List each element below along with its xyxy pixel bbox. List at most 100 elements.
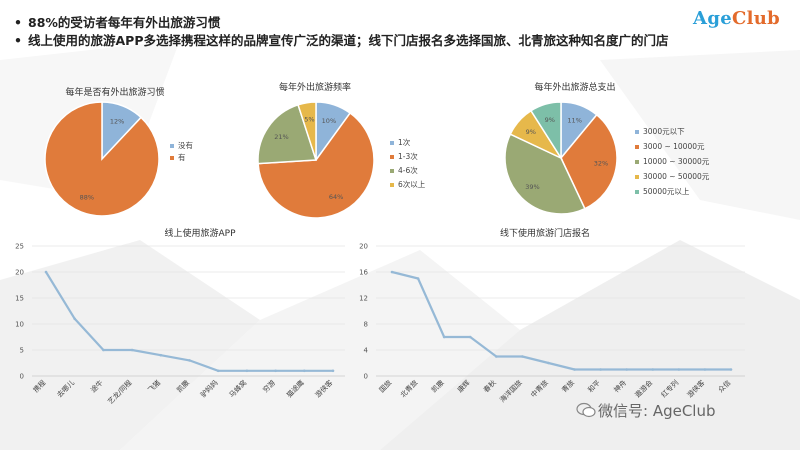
line1-point-2 xyxy=(73,317,76,321)
pie2-legend-label-2: 1-3次 xyxy=(398,151,418,161)
line2-ytick-2: 4 xyxy=(364,347,369,355)
line2-ytick-6: 20 xyxy=(359,243,368,251)
pie2-legend-label-4: 6次以上 xyxy=(398,179,426,189)
bullet-dot: • xyxy=(14,33,22,48)
line1-ytick-4: 15 xyxy=(15,295,24,303)
pie3-data-label-1: 11% xyxy=(567,117,581,125)
line1-point-4 xyxy=(130,348,134,352)
pie1-slice-2 xyxy=(44,101,160,217)
line2-ytick-5: 16 xyxy=(359,269,368,277)
pie3-slice-2 xyxy=(560,113,618,210)
line2-xtick-11: 遨游会 xyxy=(633,378,654,399)
line2-series xyxy=(390,270,733,371)
pie2-data-label-2: 64% xyxy=(329,193,343,201)
logo-part-club: Club xyxy=(731,8,780,29)
pie1-legend-swatch-2 xyxy=(170,156,174,160)
wechat-icon xyxy=(576,402,596,418)
ageclub-logo: AgeClub xyxy=(693,8,780,29)
line2-point-6 xyxy=(521,355,524,358)
line2-ytick-3: 8 xyxy=(364,321,368,329)
pie3-data-label-2: 32% xyxy=(594,160,608,168)
pie3-title: 每年外出旅游总支出 xyxy=(534,83,616,93)
line2-point-1 xyxy=(390,270,394,274)
pie2-slice-3 xyxy=(257,103,318,165)
pie3-legend-label-2: 3000 ~ 10000元 xyxy=(643,142,705,151)
line1-xtick-2: 去哪儿 xyxy=(55,378,76,399)
line1-xtick-5: 飞猪 xyxy=(146,378,162,394)
pie3-slice-3 xyxy=(504,133,586,215)
line2-title: 线下使用旅游门店报名 xyxy=(499,229,590,239)
line1-xtick-8: 马蜂窝 xyxy=(227,378,248,399)
line1-point-5 xyxy=(159,353,163,357)
line2-point-10 xyxy=(625,368,628,371)
line2-point-14 xyxy=(729,368,733,371)
line2-xtick-12: 红专列 xyxy=(659,378,680,399)
pie2-data-label-4: 5% xyxy=(304,115,314,123)
bullet-1-text: 88%的受访者每年有外出旅游习惯 xyxy=(28,15,221,30)
pie2-data-label-3: 21% xyxy=(274,133,288,141)
pie3-legend-swatch-1 xyxy=(635,130,639,134)
line2-xtick-8: 青旅 xyxy=(560,378,576,394)
pie3-legend-swatch-3 xyxy=(635,160,639,164)
pie1-legend-label-2: 有 xyxy=(178,152,186,162)
line2-xtick-3: 凯撒 xyxy=(429,378,445,394)
line2-xtick-14: 众信 xyxy=(716,378,732,394)
line2-xtick-13: 游侠客 xyxy=(685,378,706,399)
pie1-data-label-2: 88% xyxy=(80,194,94,202)
line2-xtick-7: 中青旅 xyxy=(529,378,550,399)
pie2-slice-4 xyxy=(297,101,317,161)
watermark-text: 微信号: AgeClub xyxy=(598,402,716,420)
pie2-legend-swatch-2 xyxy=(390,155,394,159)
line1-xtick-4: 艺龙/同程 xyxy=(106,378,134,406)
line1-point-1 xyxy=(44,270,48,274)
pie3-legend-swatch-5 xyxy=(635,190,639,194)
line1-point-10 xyxy=(303,369,306,373)
line2-point-3 xyxy=(442,335,446,339)
pie3-legend-swatch-4 xyxy=(635,175,639,179)
line1-point-3 xyxy=(102,348,105,352)
line2-xtick-4: 康辉 xyxy=(455,378,471,394)
line2-xtick-1: 国旅 xyxy=(377,378,393,394)
line1-xtick-7: 驴妈妈 xyxy=(198,378,219,399)
pie3-legend-label-4: 30000 ~ 50000元 xyxy=(643,172,710,181)
line2-xtick-10: 神舟 xyxy=(612,378,628,394)
line1-point-6 xyxy=(188,359,191,362)
logo-part-age: Age xyxy=(693,8,732,29)
line1-point-8 xyxy=(245,369,249,373)
line1-series xyxy=(44,270,335,372)
line1-ytick-6: 25 xyxy=(15,243,24,251)
line2-point-9 xyxy=(599,368,602,371)
pie2-data-label-1: 10% xyxy=(322,117,336,125)
pie2-legend-label-1: 1次 xyxy=(398,137,411,147)
line2-point-8 xyxy=(573,368,576,371)
pie3-data-label-5: 9% xyxy=(545,116,555,124)
line1-point-7 xyxy=(216,369,220,373)
bullet-1: • 88%的受访者每年有外出旅游习惯 xyxy=(14,12,220,31)
bullet-dot: • xyxy=(14,15,22,30)
line2-xtick-6: 海洋国旅 xyxy=(498,378,524,404)
line2-point-2 xyxy=(416,277,420,280)
bullet-2: • 线上使用的旅游APP多选择携程这样的品牌宣传广泛的渠道；线下门店报名多选择国旅… xyxy=(14,30,669,49)
line2-point-7 xyxy=(547,361,550,365)
pie1-data-label-1: 12% xyxy=(110,117,124,125)
pie2-slice-2 xyxy=(257,112,375,219)
line1-point-9 xyxy=(274,369,277,373)
line2-xtick-9: 和平 xyxy=(586,378,602,394)
line2-point-13 xyxy=(703,368,707,371)
line2-ytick-4: 12 xyxy=(359,295,368,303)
line1-ytick-5: 20 xyxy=(15,269,24,277)
pie3-slice-5 xyxy=(529,101,562,161)
pie2-legend-swatch-3 xyxy=(390,169,394,173)
line1-xtick-3: 途牛 xyxy=(89,378,105,394)
line1-point-11 xyxy=(331,369,335,373)
pie3-data-label-3: 39% xyxy=(525,183,539,191)
line1-title: 线上使用旅游APP xyxy=(164,229,236,239)
line2-xtick-5: 春秋 xyxy=(481,378,497,394)
pie3-legend-swatch-2 xyxy=(635,145,639,149)
line2-ytick-1: 0 xyxy=(364,373,368,381)
pie2-legend-swatch-1 xyxy=(390,141,394,145)
line2-point-12 xyxy=(677,368,681,371)
line2-xtick-2: 北青旅 xyxy=(398,378,419,399)
pie3-data-label-4: 9% xyxy=(526,128,536,136)
